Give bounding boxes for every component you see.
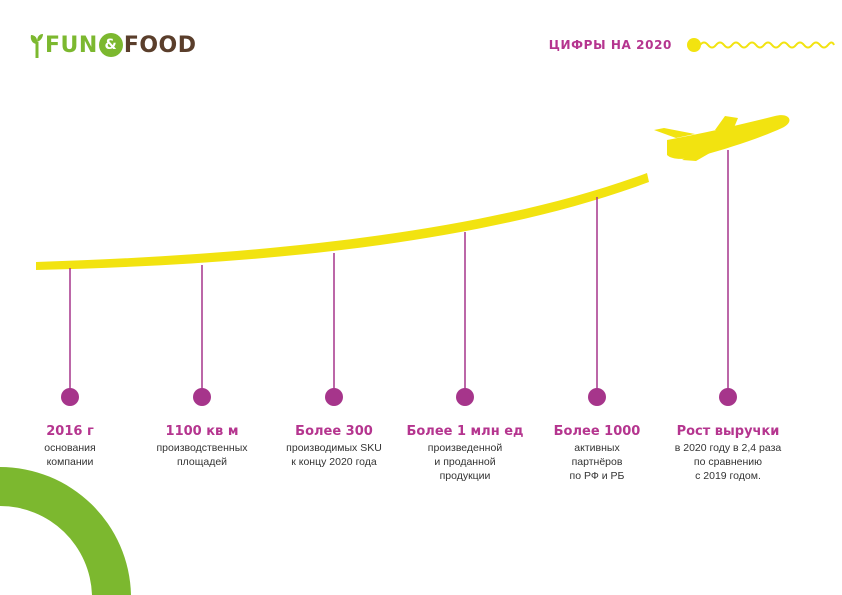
milestone-title: 1100 кв м xyxy=(165,424,239,439)
milestone-desc: произведенной и проданной продукции xyxy=(427,442,503,482)
timeline-dot xyxy=(456,388,474,406)
flight-path xyxy=(36,173,649,270)
timeline-dot xyxy=(325,388,343,406)
airplane-icon xyxy=(654,115,790,161)
timeline-dot xyxy=(61,388,79,406)
milestone-title: Более 1000 xyxy=(553,424,641,439)
milestone-revenue: Рост выручки в 2020 году в 2,4 раза по с… xyxy=(663,424,793,483)
milestone-area: 1100 кв м производственных площадей xyxy=(137,424,267,469)
milestone-founded: 2016 г основания компании xyxy=(5,424,135,469)
milestone-title: 2016 г xyxy=(46,424,94,439)
milestone-desc: производственных площадей xyxy=(156,442,248,468)
logo-fun: FUN xyxy=(45,32,98,58)
timeline-dot xyxy=(193,388,211,406)
wavy-line-icon xyxy=(687,38,835,52)
brand-logo: FUN & FOOD xyxy=(30,28,197,62)
milestone-partners: Более 1000 активных партнёров по РФ и РБ xyxy=(532,424,662,483)
milestone-desc: активных партнёров по РФ и РБ xyxy=(569,442,625,482)
milestone-units: Более 1 млн ед произведенной и проданной… xyxy=(400,424,530,483)
timeline-dot xyxy=(588,388,606,406)
sprout-icon xyxy=(30,34,43,58)
page-title: ЦИФРЫ НА 2020 xyxy=(548,38,672,52)
logo-ampersand: & xyxy=(98,33,123,57)
logo-food: FOOD xyxy=(123,32,197,58)
milestone-title: Рост выручки xyxy=(676,424,780,439)
green-arc xyxy=(0,467,131,595)
milestone-desc: в 2020 году в 2,4 раза по сравнению с 20… xyxy=(674,442,782,482)
milestone-desc: производимых SKU к концу 2020 года xyxy=(286,442,382,468)
milestone-title: Более 300 xyxy=(295,424,373,439)
milestone-sku: Более 300 производимых SKU к концу 2020 … xyxy=(269,424,399,469)
milestone-desc: основания компании xyxy=(44,442,96,468)
timeline-dot xyxy=(719,388,737,406)
milestone-title: Более 1 млн ед xyxy=(406,424,524,439)
